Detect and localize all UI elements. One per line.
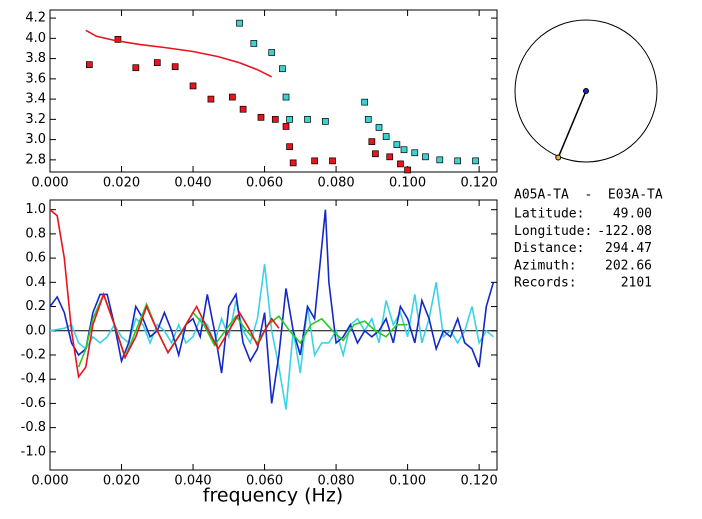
y-tick-label: -0.2 [21,347,46,362]
marker [304,115,311,123]
marker [436,156,444,164]
y-tick-label: 4.0 [25,31,46,46]
series-line [49,209,495,404]
marker [404,166,411,174]
y-tick-label: 2.8 [25,152,46,167]
marker [382,133,390,140]
y-tick-label: 0.6 [25,251,46,266]
marker [286,143,293,151]
y-tick-label: 3.4 [25,92,46,107]
marker [282,93,290,101]
info-value: -122.08 [597,224,652,239]
y-tick-label: 0.0 [25,323,46,338]
info-label: Distance: [514,241,584,256]
info-label: Records: [514,276,577,291]
marker [393,141,401,149]
marker [372,150,379,158]
x-axis-label: frequency (Hz) [203,485,343,507]
y-tick-label: 0.8 [25,226,46,241]
marker [400,146,408,154]
station-a [583,88,589,94]
x-tick-label: 0.080 [317,474,354,489]
marker [279,65,286,73]
marker [454,157,462,165]
x-tick-label: 0.060 [246,474,283,489]
marker [171,63,179,71]
marker [289,159,297,167]
marker [322,118,329,125]
info-label: Longitude: [514,224,592,239]
marker [397,160,404,168]
marker [361,98,369,106]
y-tick-label: -0.6 [21,396,46,411]
marker [132,64,140,72]
info-value: 2101 [621,276,652,291]
marker [85,61,93,69]
map-circle [514,19,658,163]
y-tick-label: 0.4 [25,275,46,290]
x-tick-label: 0.060 [246,176,283,191]
marker [472,157,479,165]
marker [375,124,383,131]
marker [207,95,215,103]
x-tick-label: 0.100 [389,176,426,191]
marker [236,19,243,27]
y-tick-label: 3.0 [25,132,46,147]
marker [422,153,429,161]
y-tick-label: -1.0 [21,444,46,459]
y-tick-label: 4.2 [25,11,46,26]
info-header: A05A-TA - E03A-TA [514,188,663,203]
info-label: Latitude: [514,207,584,222]
x-tick-label: 0.000 [31,176,68,191]
marker [189,82,197,90]
y-tick-label: 1.0 [25,202,46,217]
bottom-frame [49,199,498,471]
y-tick-label: -0.4 [21,372,46,387]
marker [153,59,161,67]
marker [411,149,419,157]
marker [268,49,276,56]
series-line [85,29,273,78]
marker [364,115,372,123]
y-tick-label: 3.8 [25,51,46,66]
y-tick-label: -0.8 [21,420,46,435]
x-tick-label: 0.120 [461,474,498,489]
x-tick-label: 0.120 [461,176,498,191]
x-tick-label: 0.040 [174,176,211,191]
marker [229,93,236,101]
marker [257,113,265,121]
y-tick-label: 0.2 [25,299,46,314]
marker [239,105,247,113]
station-b [555,154,562,161]
x-tick-label: 0.020 [103,474,140,489]
marker [271,115,279,123]
y-tick-label: 3.2 [25,112,46,127]
azimuth-line [557,90,587,158]
marker [311,157,318,165]
x-tick-label: 0.080 [317,176,354,191]
info-label: Azimuth: [514,258,577,273]
series-line [49,209,280,379]
marker [329,157,336,165]
x-tick-label: 0.020 [103,176,140,191]
marker [250,40,258,47]
x-tick-label: 0.000 [31,474,68,489]
top-frame [49,9,498,173]
marker [282,123,290,130]
marker [114,36,122,43]
x-tick-label: 0.100 [389,474,426,489]
info-value: 49.00 [613,207,652,222]
y-tick-label: 3.6 [25,71,46,86]
info-value: 294.47 [605,241,652,256]
x-tick-label: 0.040 [174,474,211,489]
marker [286,115,293,123]
marker [386,153,394,161]
marker [368,138,376,145]
info-value: 202.66 [605,258,652,273]
